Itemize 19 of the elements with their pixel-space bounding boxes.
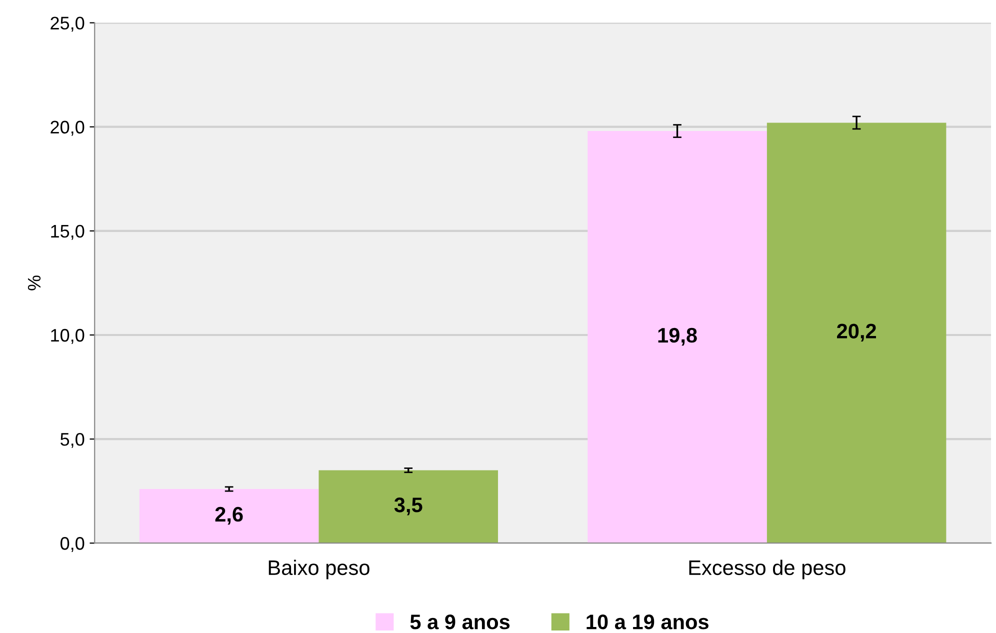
- y-tick-label: 20,0: [50, 120, 84, 136]
- data-label: 3,5: [394, 498, 422, 516]
- x-tick-label: Baixo peso: [268, 560, 370, 580]
- bar: [139, 489, 319, 544]
- legend-label: 10 a 19 anos: [586, 614, 708, 630]
- data-label: 2,6: [215, 506, 243, 525]
- y-tick-label: 10,0: [51, 328, 84, 344]
- data-label: 20,2: [837, 324, 876, 342]
- bar: [588, 131, 767, 544]
- bar: [318, 470, 498, 544]
- legend-label: 5 a 9 anos: [410, 614, 510, 630]
- data-label: 19,8: [658, 328, 697, 346]
- y-tick-label: 5,0: [60, 432, 84, 448]
- bar: [766, 122, 946, 544]
- y-tick-label: 0,0: [60, 537, 84, 552]
- y-axis-title: %: [28, 276, 41, 290]
- y-tick-label: 25,0: [50, 16, 84, 32]
- x-tick-label: Excesso de peso: [689, 560, 846, 580]
- y-tick-label: 15,0: [51, 224, 84, 240]
